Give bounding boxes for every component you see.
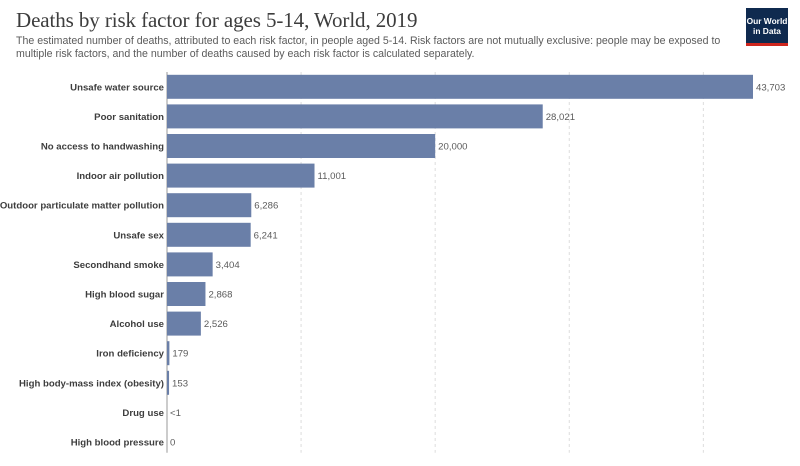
logo-line-1: Our World: [746, 15, 788, 26]
bar: [167, 252, 213, 277]
value-label: 2,868: [208, 290, 232, 301]
value-label: 179: [172, 349, 188, 360]
category-label: Unsafe water source: [70, 82, 164, 93]
logo-line-2: in Data: [753, 25, 781, 36]
category-label: Drug use: [122, 408, 164, 419]
bar: [167, 134, 436, 158]
category-label: No access to handwashing: [41, 142, 164, 153]
value-label: 3,404: [216, 260, 241, 271]
value-label: 43,703: [756, 82, 785, 93]
bar: [167, 222, 251, 247]
category-label: Alcohol use: [110, 319, 164, 330]
value-label: 28,021: [546, 112, 575, 123]
value-label: 2,526: [204, 319, 228, 330]
value-label: 153: [172, 378, 188, 389]
category-label: Secondhand smoke: [73, 260, 164, 271]
bar: [167, 74, 753, 99]
bar: [167, 282, 206, 306]
bar: [167, 163, 315, 188]
bar: [167, 104, 543, 129]
chart-subtitle: The estimated number of deaths, attribut…: [16, 35, 721, 60]
bar: [167, 370, 170, 395]
category-label: High blood sugar: [85, 290, 164, 301]
bar: [167, 193, 252, 218]
chart-title: Deaths by risk factor for ages 5-14, Wor…: [16, 8, 418, 32]
value-label: 0: [170, 438, 175, 449]
owid-logo[interactable]: Our World in Data: [746, 8, 788, 46]
category-label: Outdoor particulate matter pollution: [0, 201, 164, 212]
category-label: Indoor air pollution: [77, 171, 165, 182]
category-label: High body-mass index (obesity): [19, 378, 164, 389]
category-label: High blood pressure: [71, 438, 164, 449]
value-label: 6,286: [254, 201, 278, 212]
value-label: 6,241: [254, 230, 278, 241]
bar: [167, 341, 170, 366]
value-label: 11,001: [318, 171, 347, 182]
bar: [167, 311, 201, 336]
value-label: 20,000: [438, 142, 467, 153]
category-label: Unsafe sex: [113, 230, 164, 241]
category-label: Iron deficiency: [96, 349, 164, 360]
category-label: Poor sanitation: [94, 112, 164, 123]
value-label: <1: [170, 408, 181, 419]
